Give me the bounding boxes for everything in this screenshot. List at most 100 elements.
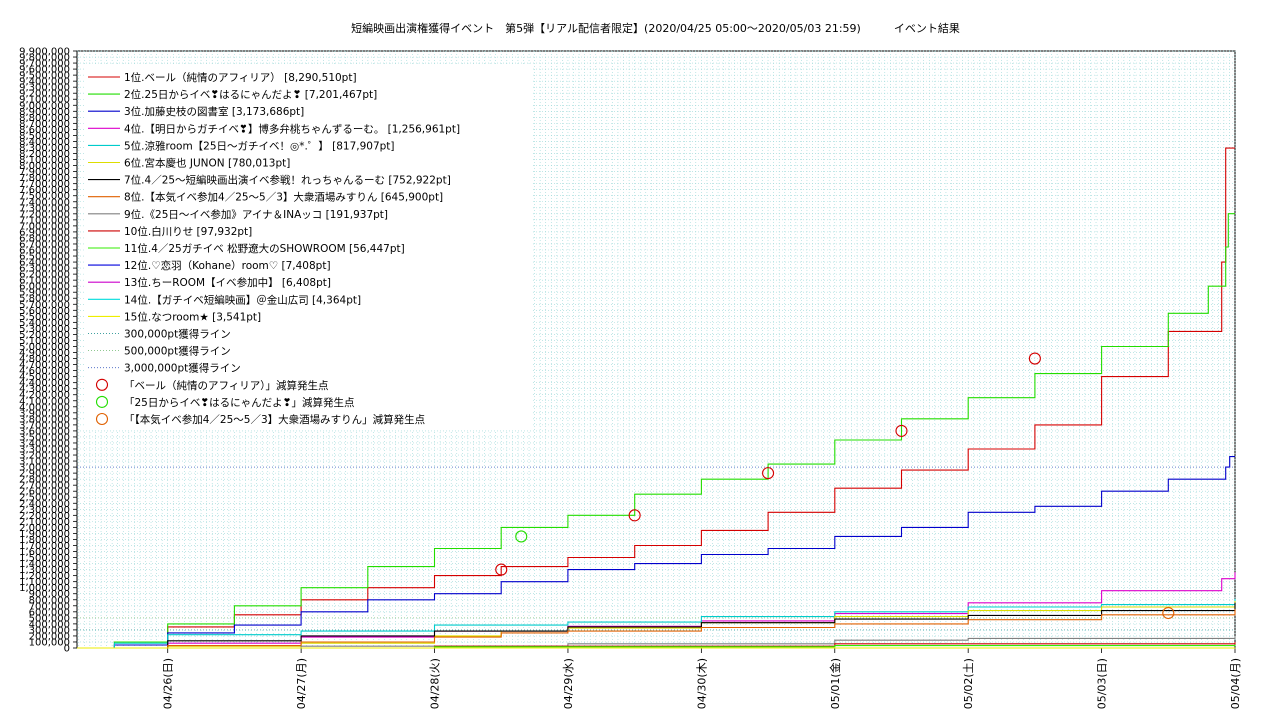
y-tick-label: 9,900,000 xyxy=(19,47,70,58)
y-tick-label: 7,100,000 xyxy=(19,215,70,226)
legend-item: 15位.なつroom★ [3,541pt] xyxy=(124,310,261,323)
y-tick-label: 5,800,000 xyxy=(19,294,70,305)
y-tick-label: 300,000 xyxy=(29,625,70,636)
y-tick-label: 5,400,000 xyxy=(19,318,70,329)
legend-item: 5位.涼雅room【25日〜ガチイベ！◎*.゜】 [817,907pt] xyxy=(124,139,395,152)
y-tick-label: 8,100,000 xyxy=(19,155,70,166)
y-tick-label: 2,600,000 xyxy=(19,487,70,498)
y-tick-label: 900,000 xyxy=(29,589,70,600)
reference-lines xyxy=(77,466,1235,631)
y-tick-label: 5,100,000 xyxy=(19,336,70,347)
y-tick-label: 2,100,000 xyxy=(19,517,70,528)
x-tick-label: 05/02(土) xyxy=(962,658,975,709)
deduction-marker-1 xyxy=(895,424,908,437)
y-tick-label: 4,000,000 xyxy=(19,402,70,413)
legend-item: 1位.ベール（純情のアフィリア） [8,290,510pt] xyxy=(124,71,357,84)
legend-item: 12位.♡恋羽（Kohane）room♡ [7,408pt] xyxy=(124,259,331,272)
y-tick-label: 3,400,000 xyxy=(19,438,70,449)
y-tick-label: 3,800,000 xyxy=(19,414,70,425)
y-tick-label: 2,800,000 xyxy=(19,475,70,486)
y-tick-label: 4,800,000 xyxy=(19,354,70,365)
y-tick-label: 8,600,000 xyxy=(19,125,70,136)
legend-item: 11位.4／25ガチイベ 松野遼大のSHOWROOM [56,447pt] xyxy=(124,242,405,255)
y-tick-label: 9,200,000 xyxy=(19,89,70,100)
y-tick-label: 1,200,000 xyxy=(19,571,70,582)
x-tick-label: 05/01(金) xyxy=(828,658,842,709)
deduction-marker-1 xyxy=(628,509,641,522)
y-tick-label: 7,300,000 xyxy=(19,203,70,214)
y-tick-label: 7,600,000 xyxy=(19,185,70,196)
legend-item: 10位.白川りせ [97,932pt] xyxy=(124,225,252,238)
y-tick-label: 8,200,000 xyxy=(19,149,70,160)
y-tick-label: 8,800,000 xyxy=(19,113,70,124)
y-tick-label: 5,200,000 xyxy=(19,330,70,341)
y-tick-label: 1,700,000 xyxy=(19,541,70,552)
y-tick-label: 6,000,000 xyxy=(19,282,70,293)
deduction-marker-1 xyxy=(762,467,775,480)
y-tick-label: 6,100,000 xyxy=(19,276,70,287)
y-tick-label: 7,700,000 xyxy=(19,179,70,190)
y-tick-label: 8,900,000 xyxy=(19,107,70,118)
legend-swatch xyxy=(95,378,109,391)
legend: 1位.ベール（純情のアフィリア） [8,290,510pt] 2位.25日からイベ… xyxy=(88,71,460,426)
y-tick-label: 6,600,000 xyxy=(19,246,70,257)
y-tick-label: 7,900,000 xyxy=(19,167,70,178)
y-tick-label: 0 xyxy=(64,644,70,655)
y-tick-label: 400,000 xyxy=(29,619,70,630)
legend-item: 3位.加藤史枝の図書室 [3,173,686pt] xyxy=(124,105,304,118)
y-tick-label: 6,900,000 xyxy=(19,227,70,238)
y-tick-label: 2,700,000 xyxy=(19,481,70,492)
y-tick-label: 6,800,000 xyxy=(19,233,70,244)
legend-item: 2位.25日からイベ❣はるにゃんだよ❣ [7,201,467pt] xyxy=(124,88,377,101)
legend-item: 8位.【本気イベ参加4／25〜5／3】大衆酒場みすりん [645,900pt] xyxy=(124,191,443,204)
y-tick-label: 2,900,000 xyxy=(19,469,70,480)
y-tick-label: 500,000 xyxy=(29,613,70,624)
y-tick-label: 7,500,000 xyxy=(19,191,70,202)
y-tick-label: 800,000 xyxy=(29,595,70,606)
series-group xyxy=(77,147,1236,649)
y-tick-label: 3,000,000 xyxy=(19,463,70,474)
y-tick-label: 6,300,000 xyxy=(19,264,70,275)
series-line-1 xyxy=(77,147,1235,649)
y-tick-label: 9,100,000 xyxy=(19,95,70,106)
y-tick-label: 9,400,000 xyxy=(19,77,70,88)
y-tick-label: 700,000 xyxy=(29,601,70,612)
y-tick-label: 7,000,000 xyxy=(19,221,70,232)
y-tick-label: 4,500,000 xyxy=(19,372,70,383)
legend-item: 7位.4／25〜短編映画出演イベ参戦！れっちゃんるーむ [752,922pt] xyxy=(124,174,451,187)
x-tick-label: 04/26(日) xyxy=(162,658,175,709)
marker-group xyxy=(495,352,1175,620)
y-tick-label: 200,000 xyxy=(29,631,70,642)
x-tick-label: 04/27(月) xyxy=(295,658,308,709)
y-tick-label: 100,000 xyxy=(29,637,70,648)
y-tick-label: 1,000,000 xyxy=(19,583,70,594)
y-tick-label: 8,700,000 xyxy=(19,119,70,130)
y-tick-label: 6,700,000 xyxy=(19,239,70,250)
x-tick-label: 05/03(日) xyxy=(1096,658,1109,709)
y-tick-label: 5,000,000 xyxy=(19,342,70,353)
y-tick-label: 5,300,000 xyxy=(19,324,70,335)
y-tick-label: 5,900,000 xyxy=(19,288,70,299)
y-tick-label: 8,500,000 xyxy=(19,131,70,142)
deduction-marker-1 xyxy=(495,563,508,576)
deduction-marker-3 xyxy=(1162,606,1175,620)
y-tick-label: 3,900,000 xyxy=(19,408,70,419)
y-tick-label: 600,000 xyxy=(29,607,70,618)
series-line-8 xyxy=(77,609,1236,649)
series-line-3 xyxy=(77,456,1235,649)
y-tick-label: 9,000,000 xyxy=(19,101,70,112)
y-tick-label: 6,400,000 xyxy=(19,258,70,269)
legend-item: 6位.宮本慶也 JUNON [780,013pt] xyxy=(124,157,290,170)
y-axis: 0100,000200,000300,000400,000500,000600,… xyxy=(19,47,77,655)
y-tick-label: 3,600,000 xyxy=(19,426,70,437)
legend-item: 3,000,000pt獲得ライン xyxy=(124,362,241,375)
legend-item: 「25日からイベ❣はるにゃんだよ❣」減算発生点 xyxy=(124,396,354,409)
y-tick-label: 7,400,000 xyxy=(19,197,70,208)
y-tick-label: 6,200,000 xyxy=(19,270,70,281)
x-axis: 04/26(日) 04/27(月) 04/28(火) 04/29(水) 04/30(木)… xyxy=(162,648,1242,709)
y-tick-label: 1,100,000 xyxy=(19,577,70,588)
deduction-marker-2 xyxy=(515,530,528,543)
y-tick-label: 2,500,000 xyxy=(19,493,70,504)
legend-box xyxy=(84,64,532,430)
legend-item: 500,000pt獲得ライン xyxy=(124,345,231,358)
